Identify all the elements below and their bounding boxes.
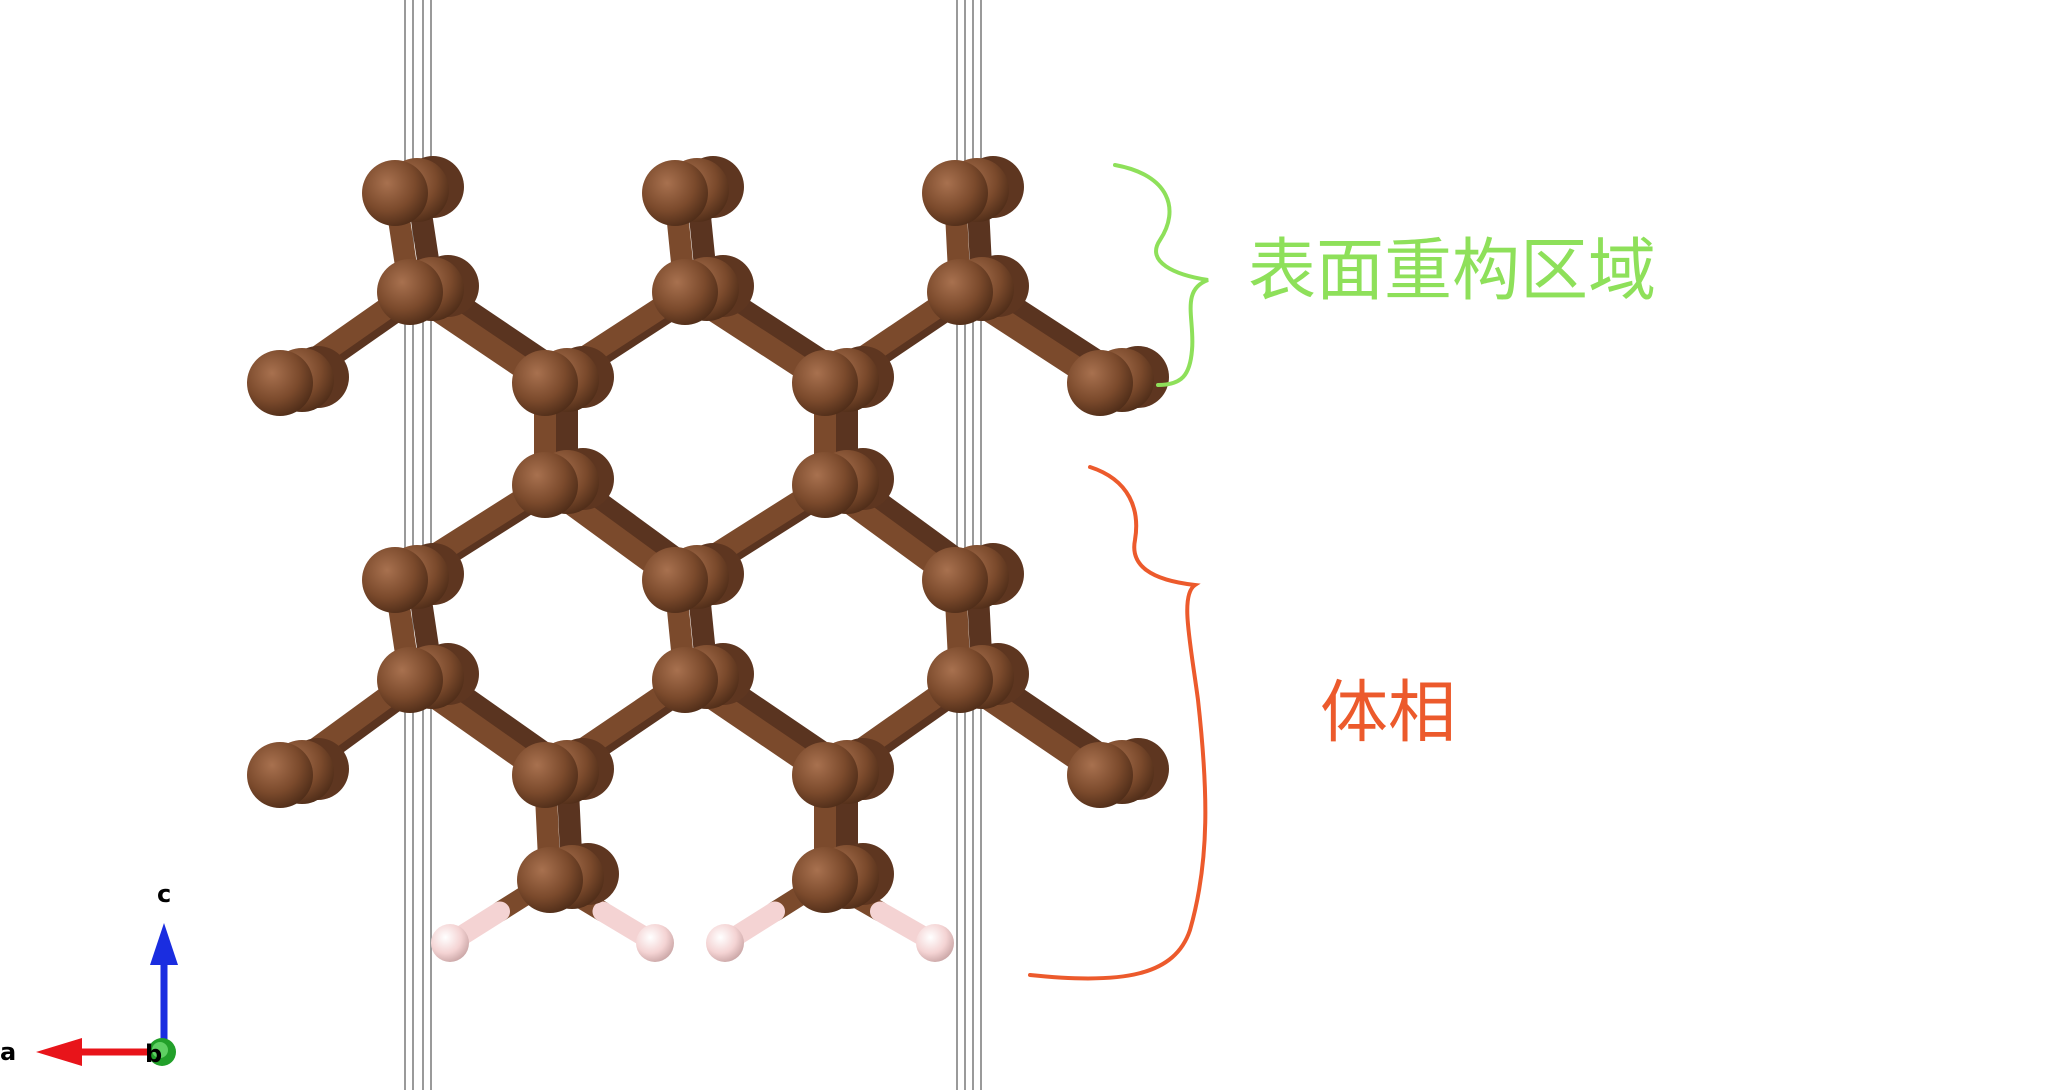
carbon-atom	[512, 350, 578, 416]
hydrogen-atom	[636, 924, 674, 962]
carbon-atom	[792, 742, 858, 808]
carbon-atom	[377, 647, 443, 713]
carbon-atom	[512, 452, 578, 518]
carbon-atom	[922, 547, 988, 613]
carbon-atom	[652, 259, 718, 325]
carbon-atom	[247, 350, 313, 416]
carbon-atom	[362, 160, 428, 226]
atoms	[247, 156, 1169, 962]
carbon-atom	[377, 259, 443, 325]
hydrogen-atom	[431, 924, 469, 962]
carbon-atom	[642, 547, 708, 613]
carbon-atom	[1067, 742, 1133, 808]
carbon-atom	[362, 547, 428, 613]
carbon-atom	[927, 259, 993, 325]
axis-b-label: b	[145, 1042, 162, 1066]
carbon-atom	[517, 847, 583, 913]
axis-c-label: c	[157, 882, 171, 906]
bulk-phase-label: 体相	[1320, 680, 1456, 748]
carbon-atom	[652, 647, 718, 713]
carbon-atom	[642, 160, 708, 226]
axis-a-label: a	[0, 1040, 16, 1064]
carbon-atom	[792, 452, 858, 518]
carbon-atom	[512, 742, 578, 808]
carbon-atom	[792, 350, 858, 416]
carbon-atom	[247, 742, 313, 808]
hydrogen-atom	[916, 924, 954, 962]
carbon-atom	[1067, 350, 1133, 416]
carbon-atom	[927, 647, 993, 713]
carbon-atom	[922, 160, 988, 226]
surface-reconstruction-label: 表面重构区域	[1248, 238, 1656, 306]
carbon-atom	[792, 847, 858, 913]
hydrogen-atom	[706, 924, 744, 962]
